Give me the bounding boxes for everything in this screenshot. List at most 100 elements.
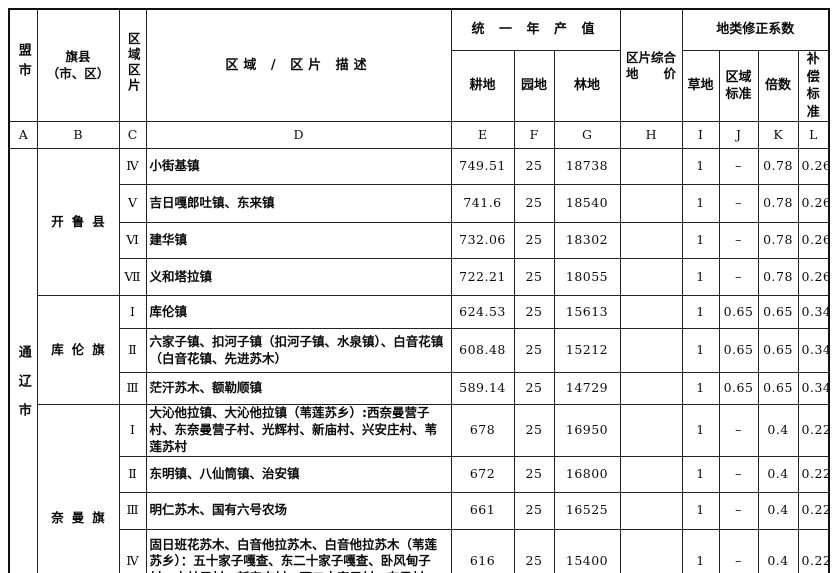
- cell-zone-code: Ⅳ: [118, 528, 147, 573]
- cell-zone-description: 义和塔拉镇: [145, 258, 452, 297]
- cell-zone-description: 明仁苏木、国有六号农场: [145, 491, 452, 530]
- header-col-i: 耕地: [450, 49, 515, 123]
- cell-coefficient-grass: 0.22: [797, 491, 831, 530]
- header-col-j: 园地: [513, 49, 555, 123]
- cell-zone-description: 茫汗苏木、额勒顺镇: [145, 372, 452, 406]
- cell-area-standard: 722.21: [450, 258, 515, 297]
- column-letter-b: B: [36, 121, 120, 150]
- cell-area-standard: 672: [450, 455, 515, 493]
- cell-area-standard: 741.6: [450, 184, 515, 224]
- header-col-i-label: 耕地: [469, 78, 496, 94]
- cell-county: 库伦旗: [36, 295, 120, 406]
- cell-coefficient-garden: –: [718, 222, 759, 260]
- cell-coefficient-cultivated: 1: [681, 328, 720, 374]
- cell-coefficient-garden: –: [718, 184, 759, 224]
- cell-county: 开鲁县: [36, 148, 120, 297]
- cell-comprehensive-land-price: [619, 528, 683, 573]
- cell-coefficient-forest: 0.4: [757, 455, 799, 493]
- cell-zone-code: Ⅰ: [118, 404, 147, 457]
- cell-zone-code: Ⅳ: [118, 148, 147, 186]
- cell-coefficient-forest: 0.78: [757, 258, 799, 297]
- cell-comprehensive-land-price: [619, 328, 683, 374]
- cell-coefficient-garden: –: [718, 455, 759, 493]
- header-col-h-line1: 区片综合: [626, 49, 677, 65]
- cell-coefficient-grass: 0.34: [797, 328, 831, 374]
- cell-coefficient-garden: –: [718, 148, 759, 186]
- table-row: Ⅲ 茫汗苏木、额勒顺镇 589.14 25 14729 1 0.65 0.65 0.34: [9, 372, 831, 406]
- table-row: 奈曼旗 Ⅰ 大沁他拉镇、大沁他拉镇（苇莲苏乡）:西奈曼营子村、东奈曼营子村、光辉村、…: [9, 404, 831, 573]
- header-col-e-label: 区域标准: [725, 69, 752, 103]
- cell-coefficient-garden: –: [718, 491, 759, 530]
- cell-coefficient-grass: 0.26: [797, 148, 831, 186]
- header-col-d: 区域 / 区片 描述: [145, 8, 452, 123]
- header-col-g-label: 补偿标准: [806, 52, 820, 120]
- table-row: 库伦旗 Ⅰ 库伦镇 624.53 25 15613 1 0.65 0.65 0.34: [9, 295, 831, 406]
- cell-area-standard: 749.51: [450, 148, 515, 186]
- header-col-b-line2: （市、区）: [46, 65, 110, 81]
- header-group-annual-output: 统 一 年 产 值: [450, 8, 621, 51]
- cell-zone-description: 东明镇、八仙筒镇、治安镇: [145, 455, 452, 493]
- header-group-landtype-coefficient: 地类修正系数: [681, 8, 830, 51]
- cell-multiplier: 25: [513, 372, 555, 406]
- header-col-b-line1: 旗县: [65, 49, 91, 65]
- cell-multiplier: 25: [513, 258, 555, 297]
- cell-multiplier: 25: [513, 404, 555, 457]
- cell-zone-code: Ⅱ: [118, 455, 147, 493]
- cell-compensation-standard: 16800: [553, 455, 621, 493]
- cell-area-standard: 661: [450, 491, 515, 530]
- header-group-landtype-coefficient-label: 地类修正系数: [716, 22, 795, 38]
- cell-comprehensive-land-price: [619, 372, 683, 406]
- cell-coefficient-cultivated: 1: [681, 372, 720, 406]
- cell-multiplier: 25: [513, 328, 555, 374]
- cell-comprehensive-land-price: [619, 491, 683, 530]
- table-row: Ⅳ 固日班花苏木、白音他拉苏木、白音他拉苏木（苇莲苏乡）：五十家子嘎查、东二十家子…: [9, 528, 831, 573]
- cell-coefficient-garden: –: [718, 258, 759, 297]
- column-letter-l: L: [797, 121, 830, 150]
- table-row: Ⅵ 建华镇 732.06 25 18302 1–0.78 0.26: [9, 222, 831, 260]
- cell-coefficient-forest: 0.4: [757, 528, 799, 573]
- column-letter-e: E: [450, 121, 515, 150]
- cell-coefficient-grass: 0.34: [797, 372, 831, 406]
- cell-multiplier: 25: [513, 528, 555, 573]
- prefecture-label: 通辽市: [15, 344, 31, 432]
- cell-coefficient-cultivated: 1: [681, 528, 720, 573]
- table-row: Ⅱ 六家子镇、扣河子镇（扣河子镇、水泉镇）、白音花镇（白音花镇、先进苏木） 608.…: [9, 328, 831, 374]
- cell-zone-description: 吉日嘎郎吐镇、东来镇: [145, 184, 452, 224]
- cell-coefficient-grass: 0.22: [797, 455, 831, 493]
- column-letter-k: K: [757, 121, 799, 150]
- cell-coefficient-forest: 0.4: [757, 404, 799, 457]
- cell-area-standard: 678: [450, 404, 515, 457]
- cell-coefficient-forest: 0.78: [757, 184, 799, 224]
- header-col-c-label: 区域区片: [125, 32, 141, 95]
- cell-area-standard: 608.48: [450, 328, 515, 374]
- column-letter-c: C: [118, 121, 147, 150]
- header-col-a-label: 盟市: [15, 43, 31, 84]
- cell-compensation-standard: 18738: [553, 148, 621, 186]
- cell-coefficient-garden: –: [718, 528, 759, 573]
- cell-coefficient-forest: 0.65: [757, 328, 799, 374]
- cell-comprehensive-land-price: [619, 222, 683, 260]
- cell-compensation-standard: 14729: [553, 372, 621, 406]
- cell-multiplier: 25: [513, 491, 555, 530]
- cell-multiplier: 25: [513, 455, 555, 493]
- column-letter-a: A: [8, 121, 38, 150]
- header-col-e: 区域标准: [718, 49, 759, 123]
- header-col-d-label: 区域 / 区片 描述: [225, 57, 372, 73]
- cell-comprehensive-land-price: [619, 404, 683, 457]
- cell-coefficient-garden: 0.65: [718, 295, 759, 330]
- header-col-g: 补偿标准: [797, 49, 830, 123]
- cell-coefficient-cultivated: 1: [681, 455, 720, 493]
- header-col-l-label: 草地: [687, 78, 714, 94]
- cell-coefficient-grass: 0.22: [797, 404, 831, 457]
- cell-area-standard: 589.14: [450, 372, 515, 406]
- cell-coefficient-garden: 0.65: [718, 372, 759, 406]
- header-row-1: 盟市 旗县 （市、区） 区域区片 区域 / 区片 描述 统 一 年 产 值 区片…: [8, 8, 830, 123]
- cell-coefficient-cultivated: 1: [681, 295, 720, 330]
- cell-zone-description: 建华镇: [145, 222, 452, 260]
- cell-coefficient-cultivated: 1: [681, 404, 720, 457]
- cell-zone-code: Ⅱ: [118, 328, 147, 374]
- cell-coefficient-forest: 0.65: [757, 295, 799, 330]
- table-row: Ⅲ 明仁苏木、国有六号农场 661 25 16525 1–0.4 0.22: [9, 491, 831, 530]
- table-row: 通辽市 开鲁县 Ⅳ 小街基镇 749.51 25 18738 1–0.78 0.26: [8, 148, 831, 573]
